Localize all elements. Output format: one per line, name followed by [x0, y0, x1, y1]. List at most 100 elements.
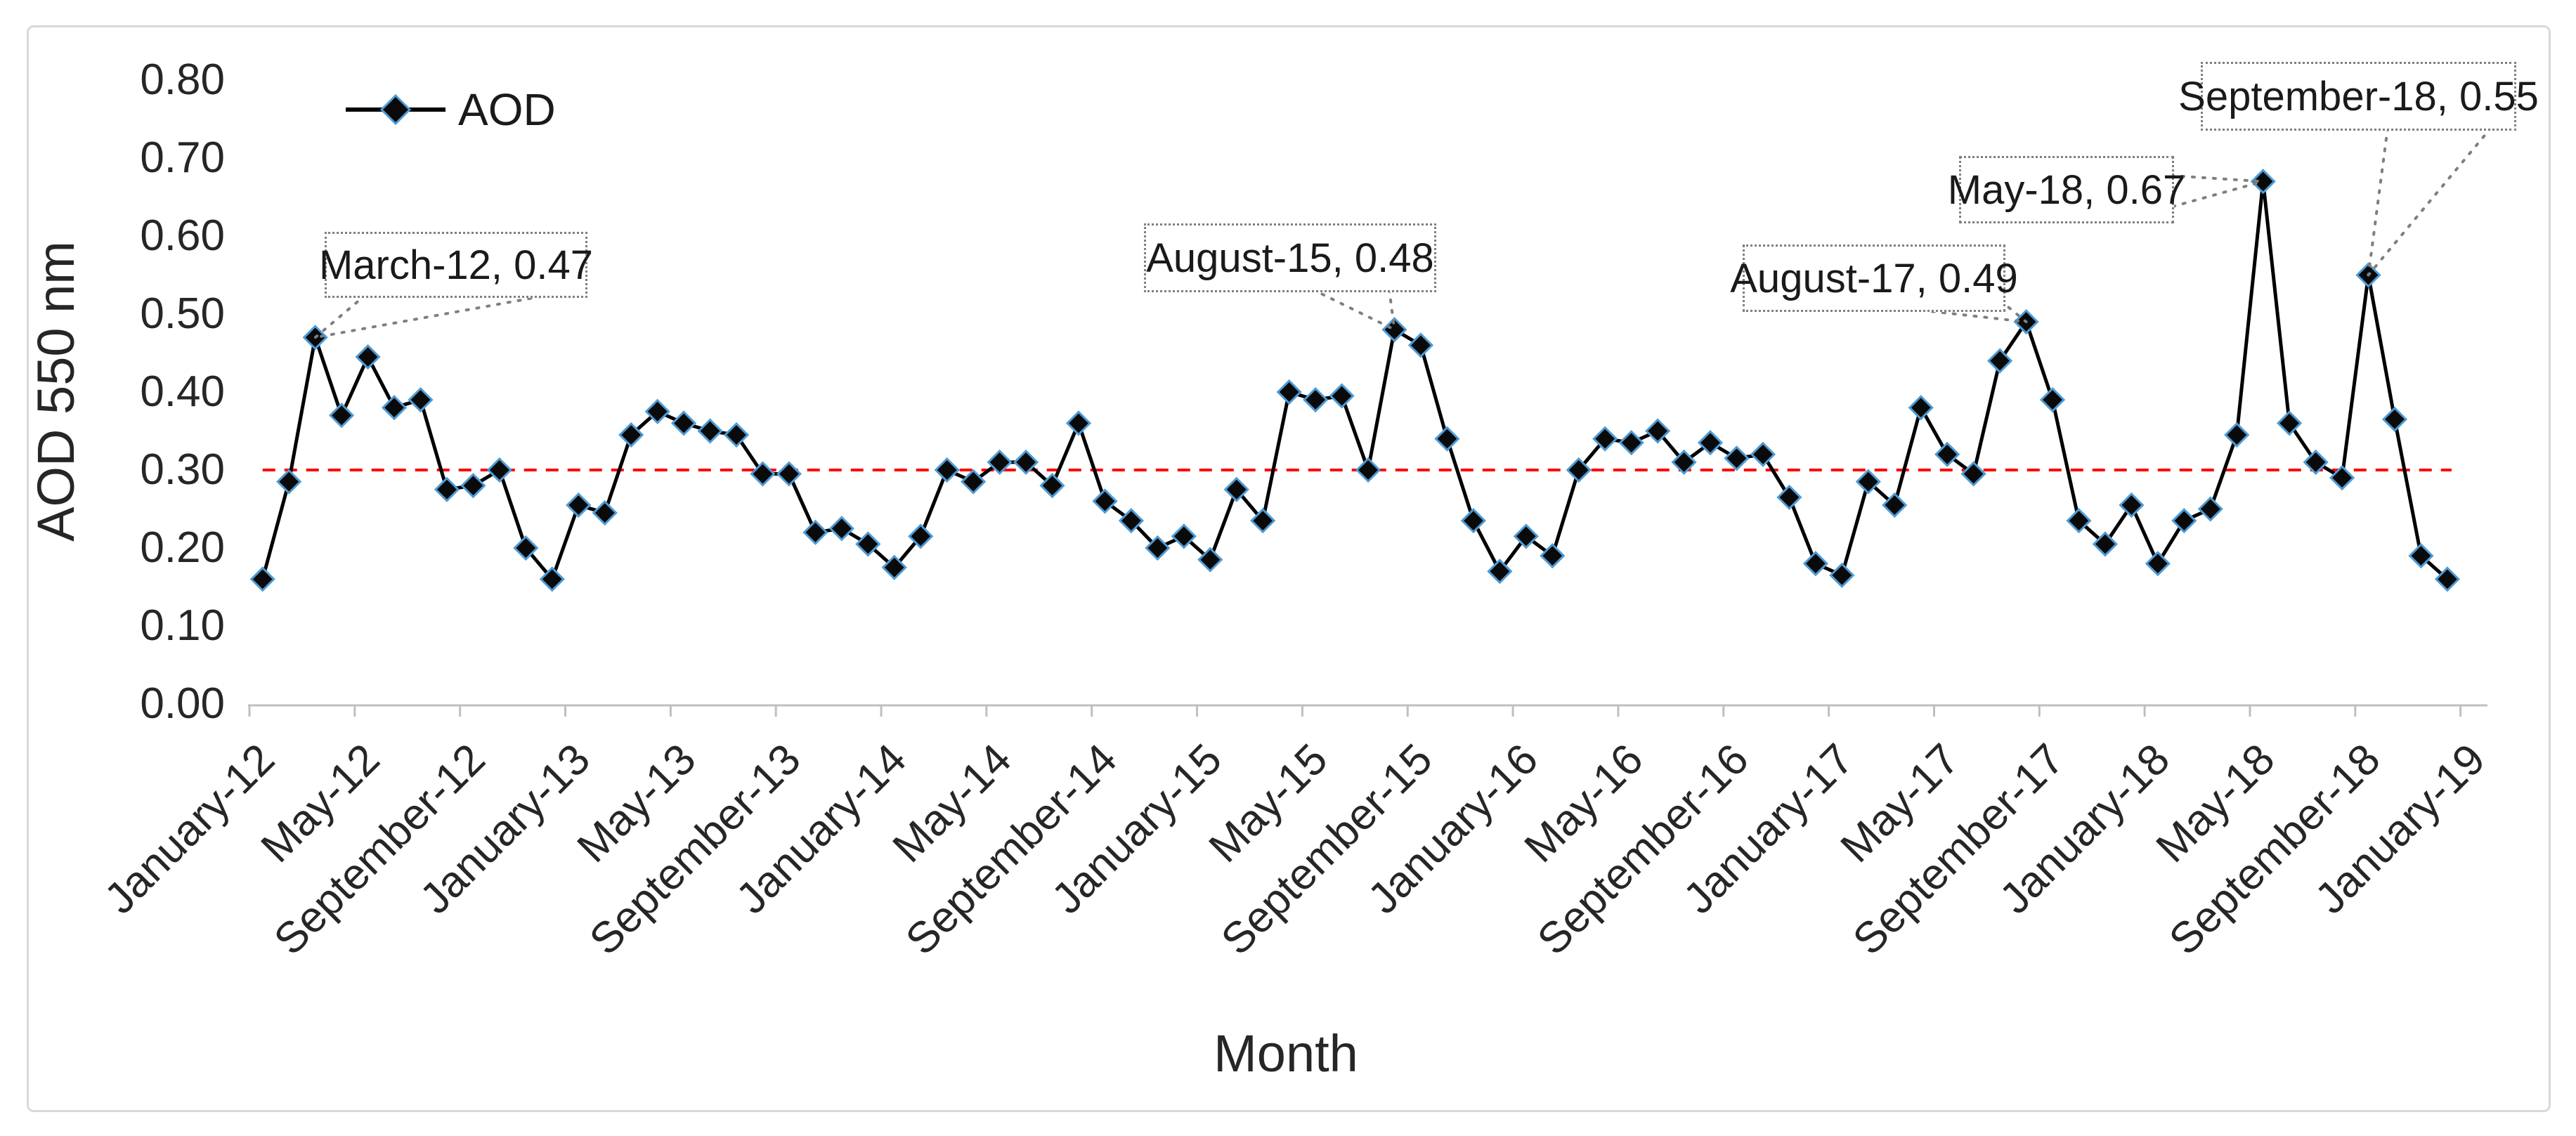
data-point-marker	[1566, 457, 1592, 483]
annotation-september-18: September-18, 0.55	[2178, 62, 2539, 131]
data-point-marker	[1223, 476, 1249, 502]
data-point-marker	[2145, 551, 2171, 577]
data-point-marker	[2303, 449, 2329, 476]
data-point-marker	[1644, 418, 1671, 444]
data-point-marker	[1197, 547, 1223, 573]
data-point-marker	[1513, 523, 1539, 549]
data-point-marker	[513, 535, 539, 561]
annotation-leader-line	[313, 294, 367, 339]
y-tick-label: 0.80	[140, 56, 225, 104]
data-point-marker	[1381, 317, 1407, 343]
annotation-leader-line	[2367, 126, 2389, 277]
data-point-marker	[644, 398, 670, 424]
data-point-marker	[2039, 386, 2066, 413]
annotation-leader-line	[313, 295, 542, 339]
x-axis-title: Month	[1214, 1024, 1358, 1083]
data-point-marker	[618, 422, 644, 448]
data-point-marker	[1829, 562, 1855, 588]
legend: AOD	[343, 84, 556, 135]
data-point-marker	[1065, 410, 1092, 436]
data-point-marker	[355, 344, 381, 370]
data-point-marker	[1329, 383, 1355, 409]
annotation-leader-line	[1311, 288, 1396, 332]
data-point-marker	[1460, 508, 1487, 534]
data-point-marker	[961, 469, 987, 495]
data-point-marker	[408, 386, 434, 413]
annotation-leader-line	[1910, 308, 2028, 324]
data-point-marker	[1487, 559, 1513, 585]
data-point-marker	[1934, 441, 1960, 467]
data-point-marker	[1355, 457, 1381, 483]
data-point-marker	[1960, 461, 1986, 487]
data-point-marker	[987, 449, 1013, 476]
data-point-marker	[381, 395, 408, 421]
data-point-marker	[1434, 426, 1460, 452]
data-point-marker	[1092, 488, 1118, 514]
data-point-marker	[276, 469, 302, 495]
data-point-marker	[2434, 566, 2461, 592]
data-point-marker	[2408, 542, 2434, 569]
legend-line-diamond-icon	[346, 93, 445, 126]
data-point-marker	[2171, 508, 2197, 534]
data-point-marker	[1697, 430, 1724, 456]
data-point-marker	[1592, 426, 1618, 452]
data-point-marker	[1303, 386, 1329, 413]
data-point-marker	[828, 516, 854, 542]
data-point-marker	[2092, 531, 2119, 557]
y-tick-label: 0.00	[140, 679, 225, 728]
y-axis-title: AOD 550 nm	[27, 241, 85, 542]
data-point-marker	[908, 523, 934, 549]
data-point-marker	[934, 457, 960, 483]
data-point-marker	[1908, 395, 1934, 421]
data-point-marker	[1618, 430, 1644, 456]
y-tick-label: 0.20	[140, 523, 225, 572]
data-point-marker	[1986, 348, 2013, 374]
data-point-marker	[539, 566, 565, 592]
data-point-marker	[2197, 496, 2223, 522]
data-point-marker	[486, 457, 512, 483]
data-point-marker	[1171, 523, 1197, 549]
data-point-marker	[592, 500, 618, 526]
data-point-marker	[1750, 441, 1776, 467]
data-point-marker	[1776, 484, 1802, 510]
annotation-august-15: August-15, 0.48	[1144, 223, 1436, 292]
annotation-leader-line	[2170, 174, 2265, 183]
data-point-marker	[1724, 445, 1750, 471]
data-point-marker	[434, 476, 460, 502]
data-point-marker	[802, 519, 828, 545]
data-point-marker	[697, 418, 723, 444]
data-point-marker	[2224, 422, 2250, 448]
data-point-marker	[249, 566, 275, 592]
annotation-august-17: August-17, 0.49	[1730, 244, 2018, 312]
y-tick-label: 0.60	[140, 211, 225, 260]
data-point-marker	[1802, 551, 1828, 577]
y-tick-label: 0.40	[140, 367, 225, 416]
y-tick-label: 0.70	[140, 133, 225, 182]
data-point-marker	[723, 422, 750, 448]
data-point-marker	[2381, 406, 2408, 432]
data-point-marker	[1671, 449, 1697, 476]
data-point-marker	[670, 410, 697, 436]
data-point-marker	[750, 461, 776, 487]
data-point-marker	[1855, 469, 1881, 495]
data-point-marker	[460, 473, 486, 499]
data-point-marker	[881, 554, 907, 580]
y-tick-label: 0.50	[140, 289, 225, 338]
data-point-marker	[1882, 492, 1908, 518]
data-point-marker	[1250, 508, 1276, 534]
data-point-marker	[1145, 535, 1171, 561]
data-point-marker	[1013, 449, 1039, 476]
data-point-marker	[1540, 542, 1566, 569]
data-point-marker	[776, 461, 802, 487]
y-tick-label: 0.30	[140, 445, 225, 494]
data-point-marker	[2119, 492, 2145, 518]
data-point-marker	[1276, 379, 1302, 405]
legend-label: AOD	[458, 84, 556, 135]
annotation-march-12: March-12, 0.47	[319, 232, 593, 298]
y-tick-label: 0.10	[140, 601, 225, 650]
data-point-marker	[2066, 508, 2092, 534]
data-point-marker	[2250, 169, 2276, 195]
data-point-marker	[328, 403, 355, 429]
